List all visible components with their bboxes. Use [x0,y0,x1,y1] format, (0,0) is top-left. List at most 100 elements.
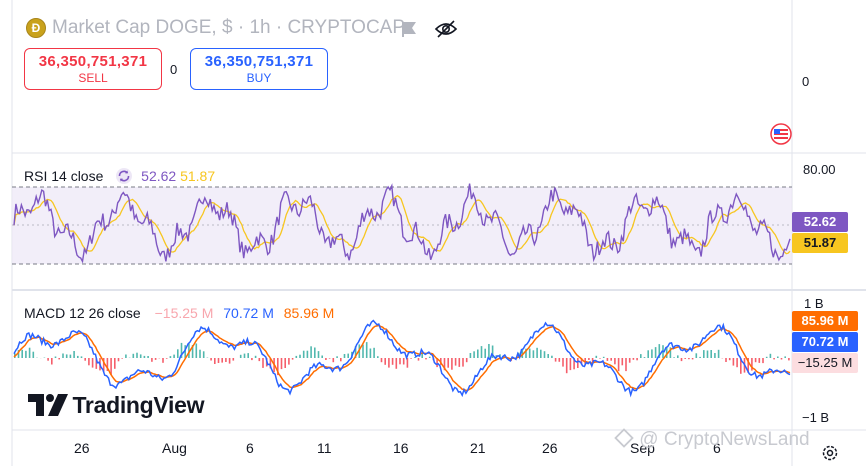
settings-gear-icon[interactable] [820,443,840,463]
macd-histogram-bar [784,356,786,358]
macd-histogram-bar [454,358,457,366]
macd-histogram-bar [162,358,164,363]
macd-histogram-bar [565,358,568,374]
time-label: 26 [542,440,558,456]
macd-histogram-bar [658,344,661,358]
macd-hist-badge: −15.25 M [792,353,858,373]
rsi-legend-value: 52.62 [141,168,177,184]
macd-histogram-bar [17,350,20,358]
macd-histogram-bar [769,353,772,358]
macd-histogram-bar [191,345,194,358]
macd-histogram-bar [254,355,257,358]
symbol-title[interactable]: Market Cap DOGE, $ · 1h · CRYPTOCAP [52,17,406,38]
macd-histogram-bar [740,358,742,374]
macd-histogram-bar [288,358,290,365]
macd-histogram-bar [688,358,690,360]
macd-signal-line [13,324,791,392]
sell-price: 36,350,751,371 [38,53,148,70]
macd-histogram-bar [451,358,453,370]
macd-histogram-bar [51,358,53,365]
macd-histogram-bar [754,358,757,363]
macd-histogram-bar [69,354,72,358]
macd-histogram-bar [332,358,335,363]
price-axis-zero: 0 [802,74,810,89]
macd-histogram-bar [362,344,364,358]
macd-histogram-bar [436,358,438,368]
time-label: 26 [74,440,90,456]
macd-histogram-bar [491,345,494,358]
macd-histogram-bar [340,358,342,362]
macd-histogram-bar [321,355,323,358]
sell-label: SELL [78,71,108,85]
macd-histogram-bar [188,343,190,358]
macd-histogram-bar [232,358,235,361]
macd-signal-badge: 85.96 M [792,311,858,331]
macd-histogram-bar [406,358,409,368]
macd-histogram-bar [606,358,609,361]
macd-histogram-bar [777,356,779,358]
macd-histogram-bar [54,356,57,358]
time-label: 11 [317,440,332,456]
macd-histogram-bar [599,358,601,359]
macd-histogram-bar [714,353,716,358]
buy-price: 36,350,751,371 [204,53,314,70]
macd-legend[interactable]: MACD 12 26 close −15.25 M 70.72 M 85.96 … [24,305,334,321]
macd-histogram-bar [402,358,405,365]
time-label: 21 [470,440,486,456]
macd-axis-bottom: −1 B [802,410,830,425]
spread-value: 0 [170,62,178,77]
macd-histogram-bar [588,358,590,360]
macd-signal-legend-value: 85.96 M [283,305,335,321]
macd-histogram-bar [365,342,368,358]
tradingview-logo-icon [28,394,68,416]
macd-histogram-bar [614,358,616,365]
macd-histogram-bar [525,348,527,358]
macd-histogram-bar [540,349,542,358]
macd-histogram-bar [480,346,483,358]
tradingview-logo[interactable]: TradingView [28,392,205,419]
macd-histogram-bar [695,353,698,358]
buy-button[interactable]: 36,350,751,371 BUY [190,48,328,90]
macd-histogram-bar [417,358,420,361]
macd-histogram-bar [680,358,683,362]
macd-histogram-bar [551,355,553,358]
macd-histogram-bar [136,352,138,358]
macd-histogram-bar [447,358,449,368]
sell-button[interactable]: 36,350,751,371 SELL [24,48,162,90]
macd-histogram-bar [139,354,142,358]
macd-histogram-bar [317,351,320,358]
macd-histogram-bar [217,358,220,363]
macd-histogram-bar [728,358,731,361]
macd-histogram-bar [251,358,253,361]
macd-histogram-bar [399,358,401,365]
macd-axis-top: 1 B [804,296,824,311]
macd-histogram-bar [562,358,564,367]
macd-histogram-bar [91,358,94,368]
macd-histogram-bar [647,350,649,358]
macd-histogram-bar [262,358,264,368]
macd-histogram-bar [765,356,768,358]
us-flag-icon[interactable] [770,123,792,145]
rsi-legend[interactable]: RSI 14 close 52.62 51.87 [24,167,215,185]
flag-icon[interactable] [400,20,418,38]
macd-histogram-bar [125,354,127,358]
macd-histogram-bar [147,356,149,358]
macd-histogram-bar [580,358,583,365]
macd-histogram-bar [291,358,294,360]
macd-histogram-bar [328,358,331,359]
macd-histogram-bar [380,358,383,363]
macd-histogram-bar [632,358,635,360]
macd-histogram-bar [280,358,283,370]
macd-histogram-bar [640,354,642,358]
refresh-icon[interactable] [115,167,133,185]
macd-histogram-bar [258,358,261,362]
macd-histogram-bar [295,355,298,358]
eye-off-icon[interactable] [434,19,458,39]
buy-label: BUY [246,71,272,85]
tradingview-logo-text: TradingView [72,392,205,418]
macd-histogram-bar [369,348,372,358]
macd-histogram-bar [502,355,505,358]
macd-histogram-bar [62,353,64,358]
